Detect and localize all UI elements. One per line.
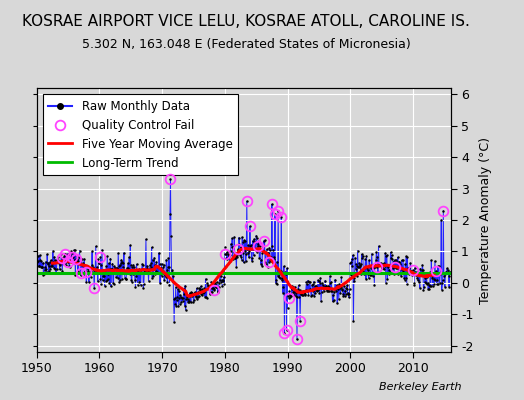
Text: KOSRAE AIRPORT VICE LELU, KOSRAE ATOLL, CAROLINE IS.: KOSRAE AIRPORT VICE LELU, KOSRAE ATOLL, …: [23, 14, 470, 29]
Legend: Raw Monthly Data, Quality Control Fail, Five Year Moving Average, Long-Term Tren: Raw Monthly Data, Quality Control Fail, …: [42, 94, 238, 176]
Text: 5.302 N, 163.048 E (Federated States of Micronesia): 5.302 N, 163.048 E (Federated States of …: [82, 38, 411, 51]
Text: Berkeley Earth: Berkeley Earth: [379, 382, 461, 392]
Y-axis label: Temperature Anomaly (°C): Temperature Anomaly (°C): [479, 136, 492, 304]
